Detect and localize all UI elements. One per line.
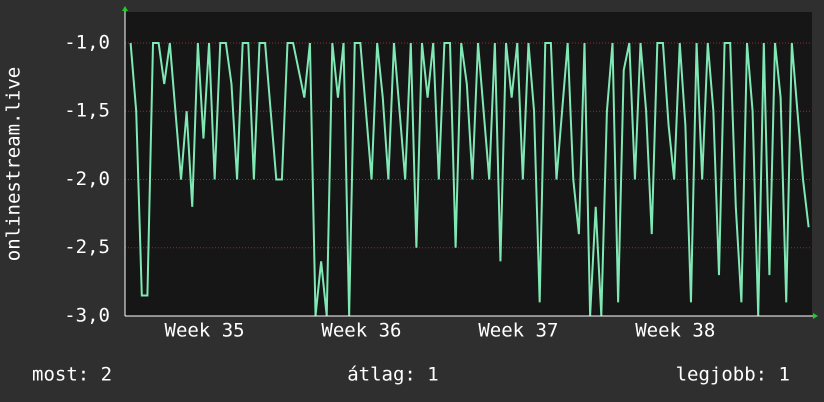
- y-axis-arrow: [122, 6, 128, 11]
- data-line: [129, 41, 810, 317]
- y-tick-label: -1,5: [64, 100, 110, 122]
- y-tick-label: -3,0: [64, 305, 110, 327]
- x-tick-label: Week 38: [635, 320, 715, 342]
- y-tick-label: -2,0: [64, 168, 110, 190]
- x-tick-label: Week 36: [321, 320, 401, 342]
- x-axis-arrow: [813, 313, 818, 319]
- y-axis-label: onlinestream.live: [3, 67, 25, 261]
- x-tick-label: Week 37: [478, 320, 558, 342]
- y-tick-label: -1,0: [64, 31, 110, 53]
- footer-average: átlag: 1: [347, 364, 439, 386]
- y-tick-label: -2,5: [64, 236, 110, 258]
- footer-best: legjobb: 1: [676, 364, 790, 386]
- footer-now: most: 2: [32, 364, 112, 386]
- x-tick-label: Week 35: [165, 320, 245, 342]
